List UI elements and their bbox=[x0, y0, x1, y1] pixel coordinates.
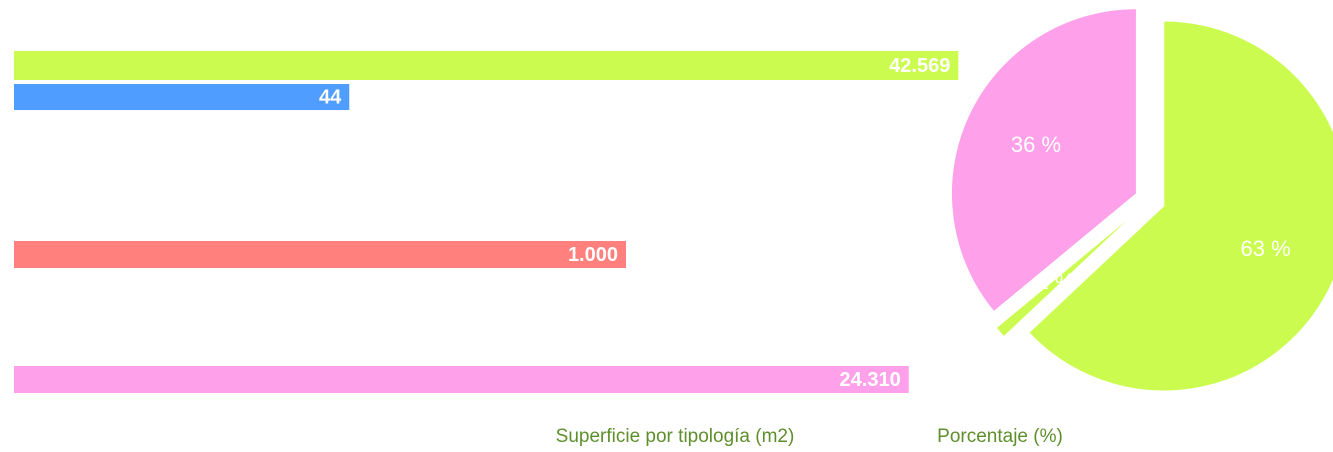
bar bbox=[14, 366, 909, 393]
pie-value-label: 1 % bbox=[1037, 269, 1075, 294]
pie-title: Porcentaje (%) bbox=[937, 426, 1063, 447]
pie-slice bbox=[995, 209, 1140, 338]
pie-slice bbox=[1028, 20, 1333, 392]
bar-value-label: 44 bbox=[319, 86, 342, 108]
bar bbox=[14, 51, 959, 80]
x-axis-title: Superficie por tipología (m2) bbox=[556, 426, 795, 447]
pie-value-label: 63 % bbox=[1241, 236, 1291, 261]
pie-value-label: 36 % bbox=[1011, 132, 1061, 157]
bar bbox=[14, 241, 626, 268]
bar bbox=[14, 84, 350, 110]
bar-value-label: 24.310 bbox=[840, 369, 901, 391]
pie-slice bbox=[950, 8, 1137, 313]
bar-value-label: 1.000 bbox=[568, 244, 618, 266]
bar-value-label: 42.569 bbox=[889, 55, 950, 77]
